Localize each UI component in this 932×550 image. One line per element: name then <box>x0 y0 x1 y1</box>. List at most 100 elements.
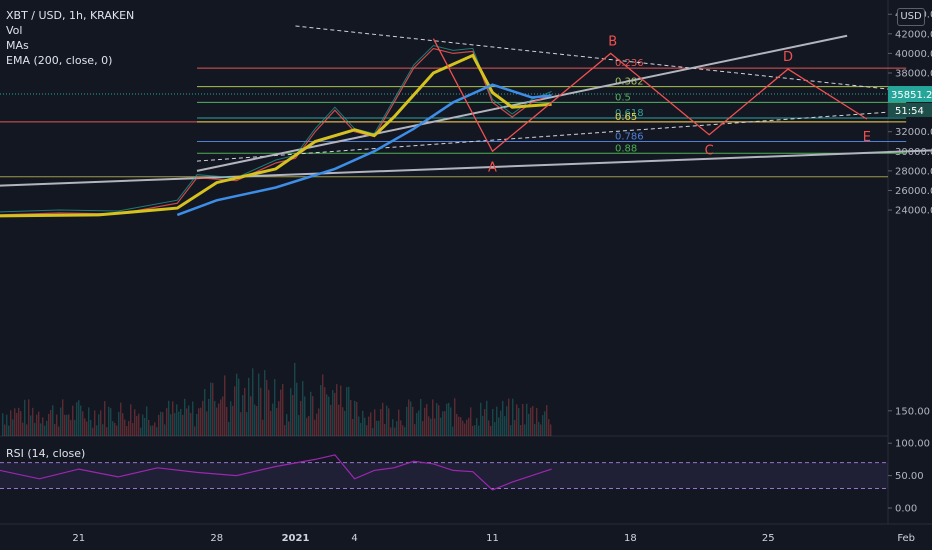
wave-point-label: B <box>608 34 617 49</box>
volume-bar <box>270 410 272 436</box>
volume-bar <box>312 396 314 436</box>
volume-bar <box>142 414 144 436</box>
volume-bar <box>352 418 354 436</box>
volume-bar <box>496 406 498 436</box>
volume-bar <box>426 404 428 436</box>
symbol-label[interactable]: XBT / USD, 1h, KRAKEN <box>6 9 135 22</box>
volume-bar <box>214 400 216 436</box>
volume-bar <box>34 422 36 436</box>
volume-bar <box>488 420 490 436</box>
volume-bar <box>398 409 400 436</box>
rsi-legend-label[interactable]: RSI (14, close) <box>6 447 86 460</box>
volume-bar <box>62 399 64 436</box>
moving-averages-label[interactable]: MAs <box>6 39 29 52</box>
volume-bar <box>260 387 262 436</box>
volume-bar <box>162 412 164 436</box>
volume-bar <box>152 425 154 436</box>
volume-bar <box>52 405 54 436</box>
volume-bar <box>206 411 208 436</box>
volume-bar <box>168 400 170 436</box>
volume-bar <box>236 373 238 436</box>
volume-bar <box>238 378 240 436</box>
volume-bar <box>328 396 330 436</box>
price-tick-label: 40000.0 <box>895 49 932 60</box>
price-tick-label: 42000.0 <box>895 29 932 40</box>
volume-bar <box>90 419 92 436</box>
volume-bar <box>502 400 504 436</box>
last-price-badge <box>888 86 932 103</box>
volume-bar <box>416 412 418 436</box>
volume-bar <box>56 414 58 436</box>
volume-bar <box>6 414 8 436</box>
volume-bar <box>154 422 156 436</box>
currency-button[interactable]: USD <box>897 8 925 26</box>
volume-bar <box>436 403 438 436</box>
volume-bar <box>406 406 408 436</box>
volume-bar <box>378 420 380 436</box>
rsi-line <box>0 454 552 491</box>
volume-indicator-label[interactable]: Vol <box>6 24 23 37</box>
volume-bar <box>448 402 450 436</box>
volume-bar <box>274 378 276 436</box>
volume-bar <box>8 425 10 436</box>
volume-bar <box>252 368 254 436</box>
volume-bar <box>286 414 288 436</box>
volume-bar <box>468 417 470 436</box>
volume-bar <box>42 417 44 436</box>
volume-bar <box>428 416 430 436</box>
volume-bar <box>230 401 232 436</box>
countdown-badge-text: 51:54 <box>895 106 924 117</box>
ema-indicator-label[interactable]: EMA (200, close, 0) <box>6 54 113 67</box>
time-tick-label: Feb <box>897 533 915 544</box>
volume-bar <box>32 407 34 436</box>
volume-bar <box>248 377 250 436</box>
volume-bar <box>434 418 436 436</box>
volume-bar <box>290 388 292 436</box>
time-tick-label: 4 <box>351 533 357 544</box>
volume-bar <box>38 411 40 436</box>
volume-bar <box>120 402 122 436</box>
volume-bar <box>164 424 166 436</box>
volume-bar <box>410 401 412 436</box>
volume-bar <box>262 419 264 436</box>
volume-bar <box>178 411 180 436</box>
fib-level-label: 0.382 <box>615 77 644 88</box>
volume-bar <box>128 421 130 436</box>
volume-bar <box>518 408 520 436</box>
time-tick-label: 25 <box>762 533 775 544</box>
volume-bar <box>24 399 26 436</box>
volume-bar <box>550 424 552 436</box>
trendline <box>196 108 932 162</box>
volume-bar <box>344 410 346 436</box>
countdown-badge <box>888 103 932 118</box>
volume-bar <box>100 410 102 436</box>
volume-bar <box>544 411 546 436</box>
volume-bar <box>148 419 150 436</box>
volume-bar <box>310 391 312 436</box>
volume-bar <box>28 399 30 436</box>
volume-bar <box>338 404 340 436</box>
rsi-tick-label: 0.00 <box>895 504 917 515</box>
volume-bar <box>380 408 382 436</box>
volume-bar <box>136 415 138 436</box>
volume-bar <box>452 426 454 436</box>
volume-bar <box>530 407 532 436</box>
volume-bar <box>264 370 266 436</box>
rsi-tick-label: 150.00 <box>895 406 930 417</box>
volume-bar <box>484 409 486 436</box>
rsi-tick-label: 100.00 <box>895 439 930 450</box>
volume-bar <box>368 416 370 436</box>
volume-bar <box>276 407 278 436</box>
volume-bar <box>256 406 258 436</box>
volume-bar <box>296 382 298 436</box>
volume-bar <box>354 400 356 436</box>
price-tick-label: 32000.0 <box>895 127 932 138</box>
volume-bar <box>60 407 62 436</box>
rsi-band <box>0 462 888 489</box>
volume-bar <box>474 425 476 436</box>
volume-bar <box>80 405 82 436</box>
volume-bar <box>2 413 4 436</box>
volume-bar <box>218 403 220 436</box>
volume-bar <box>174 413 176 436</box>
